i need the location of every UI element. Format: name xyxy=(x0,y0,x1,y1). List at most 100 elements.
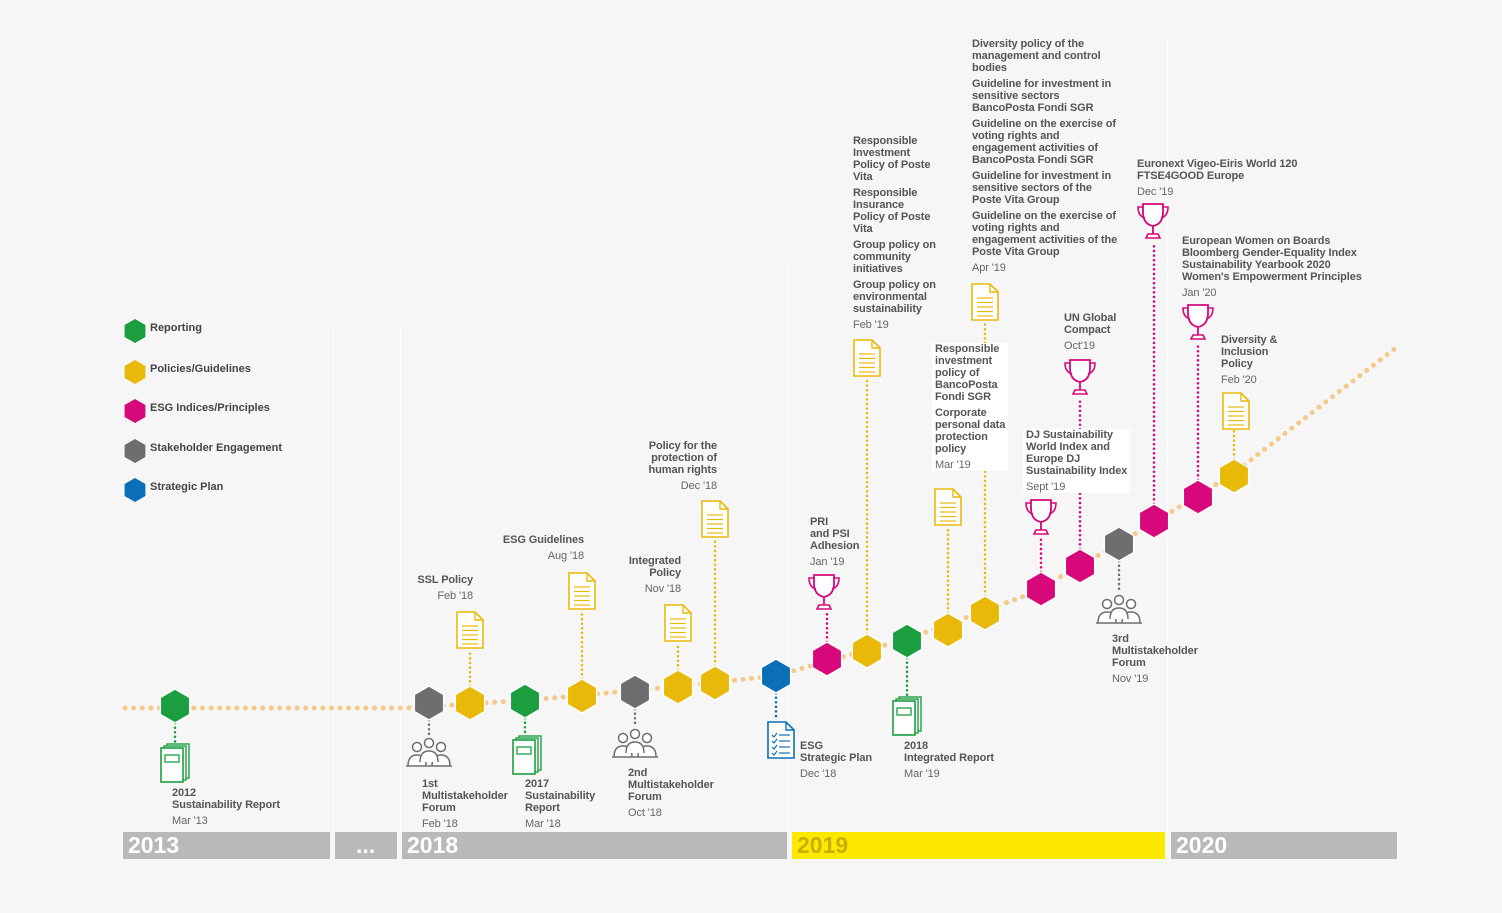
report-icon xyxy=(512,735,542,775)
event-label: 3rd Multistakeholder Forum Nov '19 xyxy=(1112,633,1198,685)
event-label: Responsible investment policy of BancoPo… xyxy=(932,343,1009,471)
year-bar-2020: 2020 xyxy=(1171,832,1397,859)
event-label: 1st Multistakeholder Forum Feb '18 xyxy=(422,778,508,830)
milestone-hexagon xyxy=(891,623,923,659)
people-icon xyxy=(1096,594,1142,624)
event-date: Oct'19 xyxy=(1064,340,1095,352)
year-label: 2018 xyxy=(407,832,459,858)
milestone-hexagon xyxy=(509,683,541,719)
event-date: Aug '18 xyxy=(547,550,584,562)
column-separator xyxy=(1167,40,1168,832)
milestone-hexagon xyxy=(760,658,792,694)
milestone-hexagon xyxy=(454,685,486,721)
legend-item-stakeholder: Stakeholder Engagement xyxy=(122,438,282,467)
event-title: Guideline for investment in sensitive se… xyxy=(972,170,1112,206)
milestone-hexagon xyxy=(413,685,445,721)
event-title: Responsible Insurance Policy of Poste Vi… xyxy=(853,187,931,235)
milestone-hexagon xyxy=(1103,526,1135,562)
legend-item-strategic-plan: Strategic Plan xyxy=(122,477,223,506)
legend-label: Strategic Plan xyxy=(150,481,224,493)
event-title: UN Global Compact xyxy=(1064,312,1117,336)
event-title: Responsible investment policy of BancoPo… xyxy=(935,343,1000,403)
report-icon xyxy=(892,696,922,736)
event-title: 2012 Sustainability Report xyxy=(172,787,280,811)
event-date: Feb '18 xyxy=(422,818,458,830)
event-label: ESG Strategic Plan Dec '18 xyxy=(800,740,872,780)
event-label: UN Global Compact Oct'19 xyxy=(1064,312,1116,352)
legend-hexagon xyxy=(124,439,146,463)
event-title: Group policy on environmental sustainabi… xyxy=(853,279,936,315)
trophy-icon xyxy=(1064,359,1096,395)
event-label: Diversity & Inclusion Policy Feb '20 xyxy=(1221,334,1277,386)
event-title: 3rd Multistakeholder Forum xyxy=(1112,633,1198,669)
year-label: 2013 xyxy=(128,832,180,858)
milestone-hexagon xyxy=(851,633,883,669)
event-label: 2017 Sustainability Report Mar '18 xyxy=(525,778,595,830)
event-title: Integrated Policy xyxy=(628,555,681,579)
event-title: Group policy on community initiatives xyxy=(853,239,936,275)
column-separator xyxy=(333,330,334,832)
event-title: 2017 Sustainability Report xyxy=(525,778,596,814)
legend-item-esg-indices: ESG Indices/Principles xyxy=(122,398,270,427)
milestone-hexagon xyxy=(811,641,843,677)
event-date: Sept '19 xyxy=(1026,481,1066,493)
event-date: Nov '18 xyxy=(644,583,681,595)
event-date: Jan '20 xyxy=(1182,287,1217,299)
report-icon xyxy=(160,743,190,783)
people-icon xyxy=(406,737,452,767)
event-title: Diversity & Inclusion Policy xyxy=(1221,334,1278,370)
trophy-icon xyxy=(1182,304,1214,340)
event-title: Guideline on the exercise of voting righ… xyxy=(972,210,1118,258)
milestone-hexagon xyxy=(1138,503,1170,539)
event-label: Integrated Policy Nov '18 xyxy=(629,555,681,595)
milestone-hexagon xyxy=(619,674,651,710)
milestone-hexagon xyxy=(699,665,731,701)
legend-item-policies: Policies/Guidelines xyxy=(122,359,251,388)
event-date: Oct '18 xyxy=(628,807,662,819)
legend-label: Reporting xyxy=(150,322,202,334)
event-label: Euronext Vigeo-Eiris World 120 FTSE4GOOD… xyxy=(1137,158,1298,198)
event-title: Guideline for investment in sensitive se… xyxy=(972,78,1112,114)
milestone-hexagon xyxy=(662,669,694,705)
milestone-hexagon xyxy=(1218,458,1250,494)
legend-hexagon xyxy=(124,478,146,502)
document-icon xyxy=(568,572,596,610)
year-label: ... xyxy=(356,832,376,858)
event-label: DJ Sustainability World Index and Europe… xyxy=(1023,429,1131,493)
column-separator xyxy=(400,330,401,832)
milestone-hexagon xyxy=(159,688,191,724)
event-title: PRI and PSI Adhesion xyxy=(810,516,860,552)
document-icon xyxy=(664,604,692,642)
legend-hexagon xyxy=(124,319,146,343)
year-bar-2019: 2019 xyxy=(792,832,1165,859)
event-title: 2nd Multistakeholder Forum xyxy=(628,767,714,803)
event-label: 2nd Multistakeholder Forum Oct '18 xyxy=(628,767,714,819)
event-label: Responsible Investment Policy of Poste V… xyxy=(853,135,936,331)
year-bar-2013: 2013 xyxy=(123,832,330,859)
event-title: SSL Policy xyxy=(417,574,473,586)
event-date: Feb '19 xyxy=(853,319,889,331)
event-title: Policy for the protection of human right… xyxy=(648,440,718,476)
event-label: European Women on Boards Bloomberg Gende… xyxy=(1182,235,1362,299)
document-icon xyxy=(971,283,999,321)
year-label: 2019 xyxy=(797,832,849,858)
people-icon xyxy=(612,728,658,758)
year-bar-2018: 2018 xyxy=(402,832,787,859)
event-date: Feb '20 xyxy=(1221,374,1257,386)
event-date: Dec '19 xyxy=(1137,186,1174,198)
event-title: Diversity policy of the management and c… xyxy=(972,38,1101,74)
event-label: 2012 Sustainability Report Mar '13 xyxy=(172,787,280,827)
legend-label: ESG Indices/Principles xyxy=(150,402,270,414)
event-date: Jan '19 xyxy=(810,556,845,568)
event-date: Mar '13 xyxy=(172,815,208,827)
event-date: Dec '18 xyxy=(800,768,837,780)
legend-label: Policies/Guidelines xyxy=(150,363,251,375)
event-title: Corporate personal data protection polic… xyxy=(935,407,1006,455)
trophy-icon xyxy=(1025,499,1057,535)
milestone-hexagon xyxy=(969,595,1001,631)
trophy-icon xyxy=(1137,203,1169,239)
event-date: Nov '19 xyxy=(1112,673,1149,685)
event-date: Apr '19 xyxy=(972,262,1006,274)
